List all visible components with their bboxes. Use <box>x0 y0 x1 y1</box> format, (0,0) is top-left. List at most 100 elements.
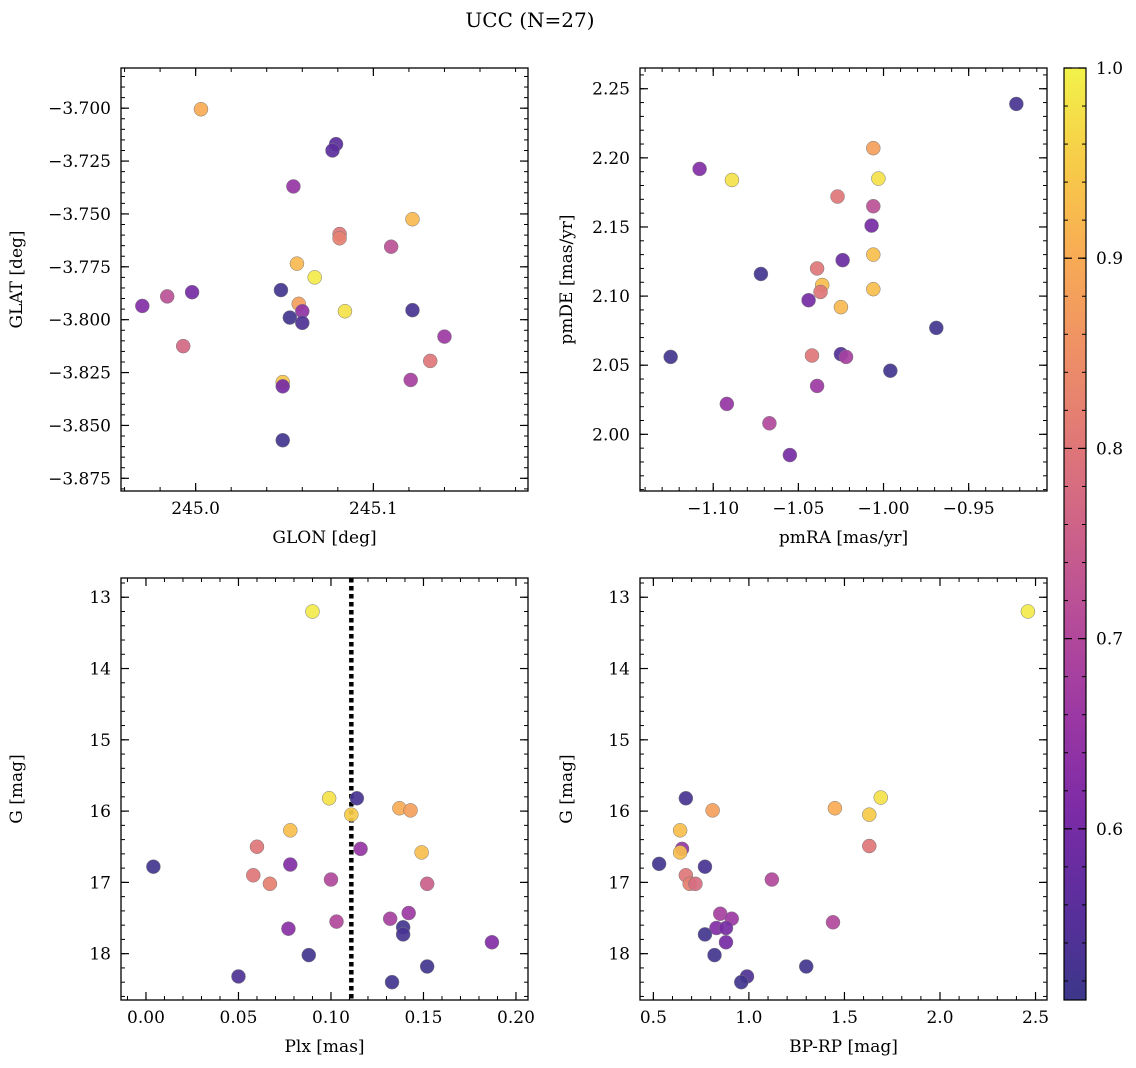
y-axis-label: pmDE [mas/yr] <box>557 214 577 344</box>
x-axis-label: pmRA [mas/yr] <box>779 528 908 548</box>
scatter-point <box>718 920 734 936</box>
scatter-point <box>866 198 881 214</box>
y-tick-label: 13 <box>608 588 630 608</box>
y-tick-label: 2.10 <box>592 287 630 307</box>
scatter-point <box>437 329 452 344</box>
scatter-point <box>929 320 944 336</box>
scatter-point <box>864 218 879 233</box>
y-tick-label: 2.05 <box>592 356 630 376</box>
scatter-panel: −1.10 −1.05 −1.00 −0.95 2.00 2.05 2.10 2.15 2.20… <box>557 67 1048 548</box>
scatter-point <box>275 379 290 394</box>
scatter-point <box>262 876 278 892</box>
colorbar-gradient <box>1063 67 1087 1001</box>
y-tick-label: −3.775 <box>48 258 111 278</box>
scatter-point <box>883 363 898 378</box>
scatter-point <box>862 807 877 822</box>
scatter-point <box>325 143 340 158</box>
scatter-point <box>762 416 777 431</box>
x-tick-label: 2.0 <box>926 1008 953 1028</box>
scatter-point <box>383 239 399 254</box>
x-tick-label: 1.5 <box>831 1008 858 1028</box>
x-tick-label: 245.0 <box>171 499 220 519</box>
scatter-point <box>866 281 881 297</box>
figure-title: UCC (N=27) <box>465 8 594 32</box>
y-tick-label: −3.800 <box>48 311 111 331</box>
scatter-point <box>705 803 720 818</box>
y-tick-label: 14 <box>89 660 111 680</box>
scatter-point <box>809 378 825 394</box>
y-tick-label: 14 <box>608 660 630 680</box>
y-tick-label: 2.25 <box>592 80 630 100</box>
x-axis-label: BP-RP [mag] <box>789 1037 898 1057</box>
x-tick-label: 2.5 <box>1022 1008 1049 1028</box>
scatter-point <box>184 284 200 300</box>
y-tick-label: −3.700 <box>48 99 111 119</box>
scatter-panel: 0.5 1.0 1.5 2.0 2.5 13 14 15 16 17 18 BP-RP [mag] G … <box>557 577 1049 1057</box>
scatter-point <box>275 432 290 448</box>
scatter-point <box>286 179 301 194</box>
axes-frame <box>120 577 529 1001</box>
colorbar-tick-label: 0.9 <box>1096 249 1123 269</box>
x-tick-label: 245.1 <box>349 499 398 519</box>
scatter-point <box>764 872 780 887</box>
scatter-point <box>384 974 400 990</box>
scatter-point <box>1020 604 1036 619</box>
scatter-panel: 245.0 245.1 −3.875 −3.850 −3.825 −3.800 −3.775… <box>7 67 529 548</box>
y-tick-label: 18 <box>89 945 111 965</box>
x-tick-label: 1.0 <box>735 1008 762 1028</box>
scatter-point <box>282 310 298 325</box>
x-tick-label: 0.20 <box>497 1008 535 1028</box>
y-tick-label: 13 <box>89 588 111 608</box>
colorbar-tick-label: 0.8 <box>1096 439 1123 459</box>
scatter-point <box>484 935 500 950</box>
scatter-point <box>323 872 339 887</box>
scatter-point <box>663 349 678 365</box>
y-tick-label: 17 <box>608 873 630 893</box>
scatter-point <box>246 868 261 883</box>
scatter-point <box>830 189 845 204</box>
scatter-point <box>405 211 420 227</box>
scatter-point <box>672 845 688 860</box>
scatter-point <box>301 947 317 963</box>
scatter-point <box>651 856 667 872</box>
scatter-point <box>798 959 814 974</box>
scatter-point <box>403 372 418 388</box>
scatter-point <box>135 298 150 314</box>
y-tick-label: −3.875 <box>48 469 111 489</box>
scatter-point <box>838 349 854 365</box>
scatter-point <box>724 172 740 188</box>
x-tick-label: 0.00 <box>127 1008 165 1028</box>
y-tick-label: 16 <box>608 802 630 822</box>
y-tick-label: 15 <box>608 731 630 751</box>
scatter-point <box>873 790 889 805</box>
scatter-point <box>289 256 305 271</box>
y-tick-label: −3.825 <box>48 364 111 384</box>
scatter-point <box>804 348 820 363</box>
scatter-point <box>753 266 769 282</box>
scatter-point <box>422 353 438 369</box>
scatter-point <box>414 845 429 860</box>
x-tick-label: −1.10 <box>687 499 739 519</box>
scatter-point <box>283 857 298 872</box>
scatter-point <box>273 282 289 298</box>
scatter-point <box>809 261 825 276</box>
scatter-point <box>692 161 707 177</box>
axes-frame <box>639 577 1048 1001</box>
scatter-point <box>395 927 411 942</box>
x-tick-label: 0.5 <box>640 1008 667 1028</box>
scatter-point <box>283 823 298 838</box>
scatter-point <box>827 800 843 816</box>
y-tick-label: −3.850 <box>48 416 111 436</box>
scatter-point <box>707 947 722 963</box>
scatter-point <box>295 315 310 331</box>
colorbar-tick-label: 0.6 <box>1096 820 1123 840</box>
scatter-point <box>281 921 296 936</box>
scatter-point <box>337 303 353 319</box>
scatter-point <box>353 841 368 857</box>
scatter-point <box>146 859 161 874</box>
x-tick-label: −1.05 <box>772 499 824 519</box>
scatter-point <box>344 807 359 822</box>
scatter-point <box>419 876 435 892</box>
y-tick-label: 17 <box>89 873 111 893</box>
y-axis-label: G [mag] <box>7 754 27 823</box>
